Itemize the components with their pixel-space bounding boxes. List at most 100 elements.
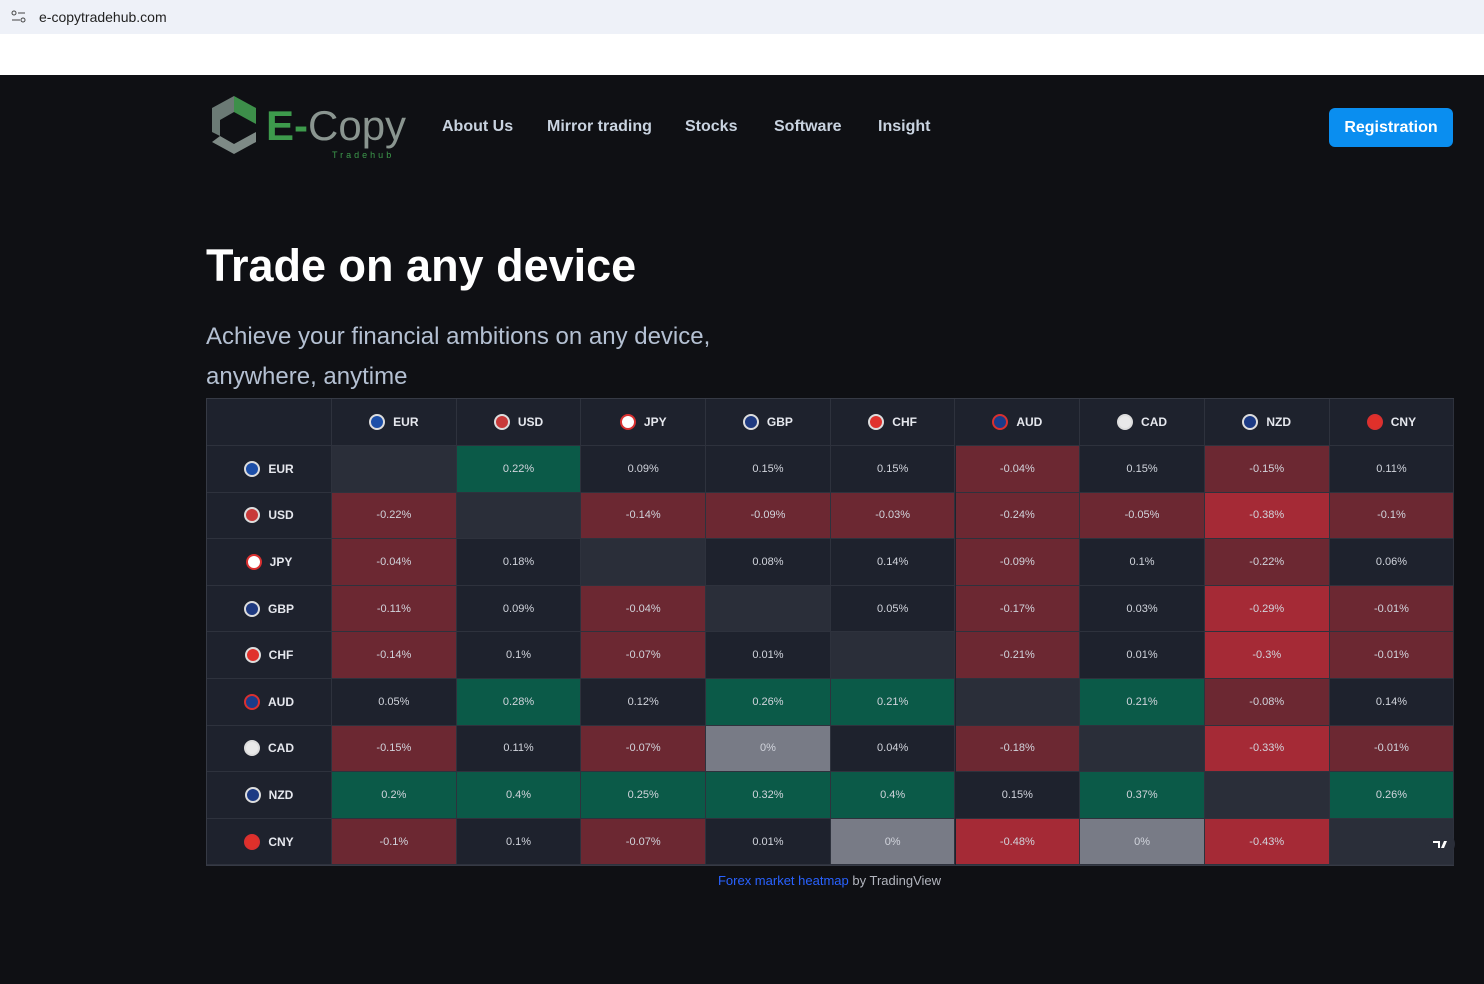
heatmap-cell: 0.11% <box>456 725 582 773</box>
nav-link[interactable]: About Us <box>442 118 514 135</box>
flag <box>1366 414 1383 430</box>
flag <box>992 414 1009 430</box>
heatmap-cell: -0.33% <box>1204 725 1330 773</box>
currency-code: JPY <box>643 415 667 429</box>
nav-link[interactable]: Software <box>774 118 842 135</box>
heatmap-cell <box>1204 772 1330 819</box>
heatmap-cell <box>456 492 582 540</box>
heatmap-cell: 0.11% <box>1329 446 1455 493</box>
flag <box>244 693 260 710</box>
currency-code: USD <box>268 508 294 523</box>
logo-mark <box>212 96 256 154</box>
heatmap-cell: 0.08% <box>706 539 831 586</box>
currency-header: GBP <box>207 585 332 633</box>
heatmap-cell: -0.22% <box>1204 539 1330 586</box>
nav-link[interactable]: Mirror trading <box>547 118 652 135</box>
heatmap-cell: 0.26% <box>1329 772 1455 819</box>
heatmap-cell: 0.03% <box>1080 585 1205 633</box>
heatmap-cell: -0.29% <box>1204 585 1330 633</box>
heatmap-cell <box>830 632 956 679</box>
heatmap-cell: 0.01% <box>706 632 831 679</box>
nav-link[interactable]: Insight <box>878 118 931 135</box>
currency-header: NZD <box>207 772 332 819</box>
heatmap-cell: 0.37% <box>1080 772 1205 819</box>
heatmap-cell: -0.24% <box>955 492 1081 540</box>
currency-code: GBP <box>267 601 294 616</box>
heatmap-cell: 0.2% <box>332 772 457 819</box>
heatmap-cell: -0.08% <box>1204 679 1330 726</box>
heatmap-cell: -0.38% <box>1204 492 1330 540</box>
flag <box>1117 414 1134 430</box>
currency-header: GBP <box>706 399 831 446</box>
heatmap-cell <box>332 446 457 493</box>
corner-cell <box>207 399 332 446</box>
heatmap-cell: -0.3% <box>1204 632 1330 679</box>
heatmap-cell: 0% <box>830 818 956 866</box>
heatmap-cell: 0.4% <box>830 772 956 819</box>
currency-code: JPY <box>269 554 293 569</box>
heatmap-cell: 0.06% <box>1329 539 1455 586</box>
heatmap-cell: 0.04% <box>830 725 956 773</box>
currency-code: CHF <box>892 415 917 429</box>
currency-code: USD <box>517 415 544 429</box>
currency-header: JPY <box>581 399 707 446</box>
heatmap-cell: 0.15% <box>706 446 831 493</box>
flag <box>493 414 510 430</box>
flag <box>868 414 885 430</box>
heatmap-cell: 0.15% <box>1080 446 1205 493</box>
currency-header: CNY <box>1329 399 1455 446</box>
heatmap-cell: -0.18% <box>955 725 1081 773</box>
heatmap-cell: -0.01% <box>1329 585 1455 633</box>
site-info-icon[interactable] <box>11 10 27 24</box>
credit-by: by TradingView <box>852 873 942 888</box>
heatmap-cell: 0.05% <box>332 679 457 726</box>
currency-header: USD <box>456 399 582 446</box>
heatmap-cell: 0.32% <box>706 772 831 819</box>
currency-header: CHF <box>207 632 332 679</box>
heatmap-cell <box>955 679 1081 726</box>
heatmap-cell <box>581 539 707 586</box>
heatmap-cell: -0.1% <box>1329 492 1455 540</box>
heatmap-cell <box>706 585 831 633</box>
heatmap-cell: -0.03% <box>830 492 956 540</box>
logo[interactable]: E-Copy Tradehub <box>206 94 416 164</box>
heatmap-cell: 0.01% <box>706 818 831 866</box>
currency-header: AUD <box>207 679 332 726</box>
nav-link[interactable]: Stocks <box>685 118 738 135</box>
currency-code: CAD <box>268 741 294 756</box>
heatmap-cell: -0.14% <box>332 632 457 679</box>
heatmap-cell: -0.07% <box>581 632 707 679</box>
heatmap-credit: Forex market heatmap by TradingView <box>0 873 1484 888</box>
forex-heatmap: EUR USD JPY GBP CHF AUD CAD NZD CNY EUR 0.22% 0.09%… <box>206 398 1455 866</box>
logo-tagline: Tradehub <box>332 150 395 160</box>
flag <box>742 414 759 430</box>
tradingview-logo[interactable] <box>1425 834 1455 854</box>
credit-link[interactable]: Forex market heatmap <box>717 873 849 888</box>
currency-code: NZD <box>268 787 294 802</box>
currency-code: AUD <box>268 694 294 709</box>
heatmap-cell: -0.09% <box>706 492 831 540</box>
heatmap-cell: 0.22% <box>456 446 582 493</box>
heatmap-cell: 0.1% <box>1080 539 1205 586</box>
currency-code: EUR <box>393 415 419 429</box>
heatmap-cell: 0.05% <box>830 585 956 633</box>
heatmap-cell: 0% <box>1080 818 1205 866</box>
heatmap-cell: 0.15% <box>955 772 1081 819</box>
url[interactable]: e-copytradehub.com <box>39 9 167 25</box>
heatmap-cell: -0.01% <box>1329 725 1455 773</box>
registration-button[interactable]: Registration <box>1329 108 1453 147</box>
hero-subtitle: anywhere, anytime <box>206 363 408 390</box>
logo-text: E-Copy <box>266 102 406 150</box>
flag <box>1242 414 1259 430</box>
flag <box>244 833 261 850</box>
heatmap-cell: -0.04% <box>581 585 707 633</box>
heatmap-cell: 0.26% <box>706 679 831 726</box>
flag <box>244 786 261 803</box>
flag <box>244 507 261 524</box>
heatmap-cell: 0.28% <box>456 679 582 726</box>
currency-code: EUR <box>268 461 294 476</box>
currency-header: AUD <box>955 399 1081 446</box>
heatmap-cell: -0.21% <box>955 632 1081 679</box>
